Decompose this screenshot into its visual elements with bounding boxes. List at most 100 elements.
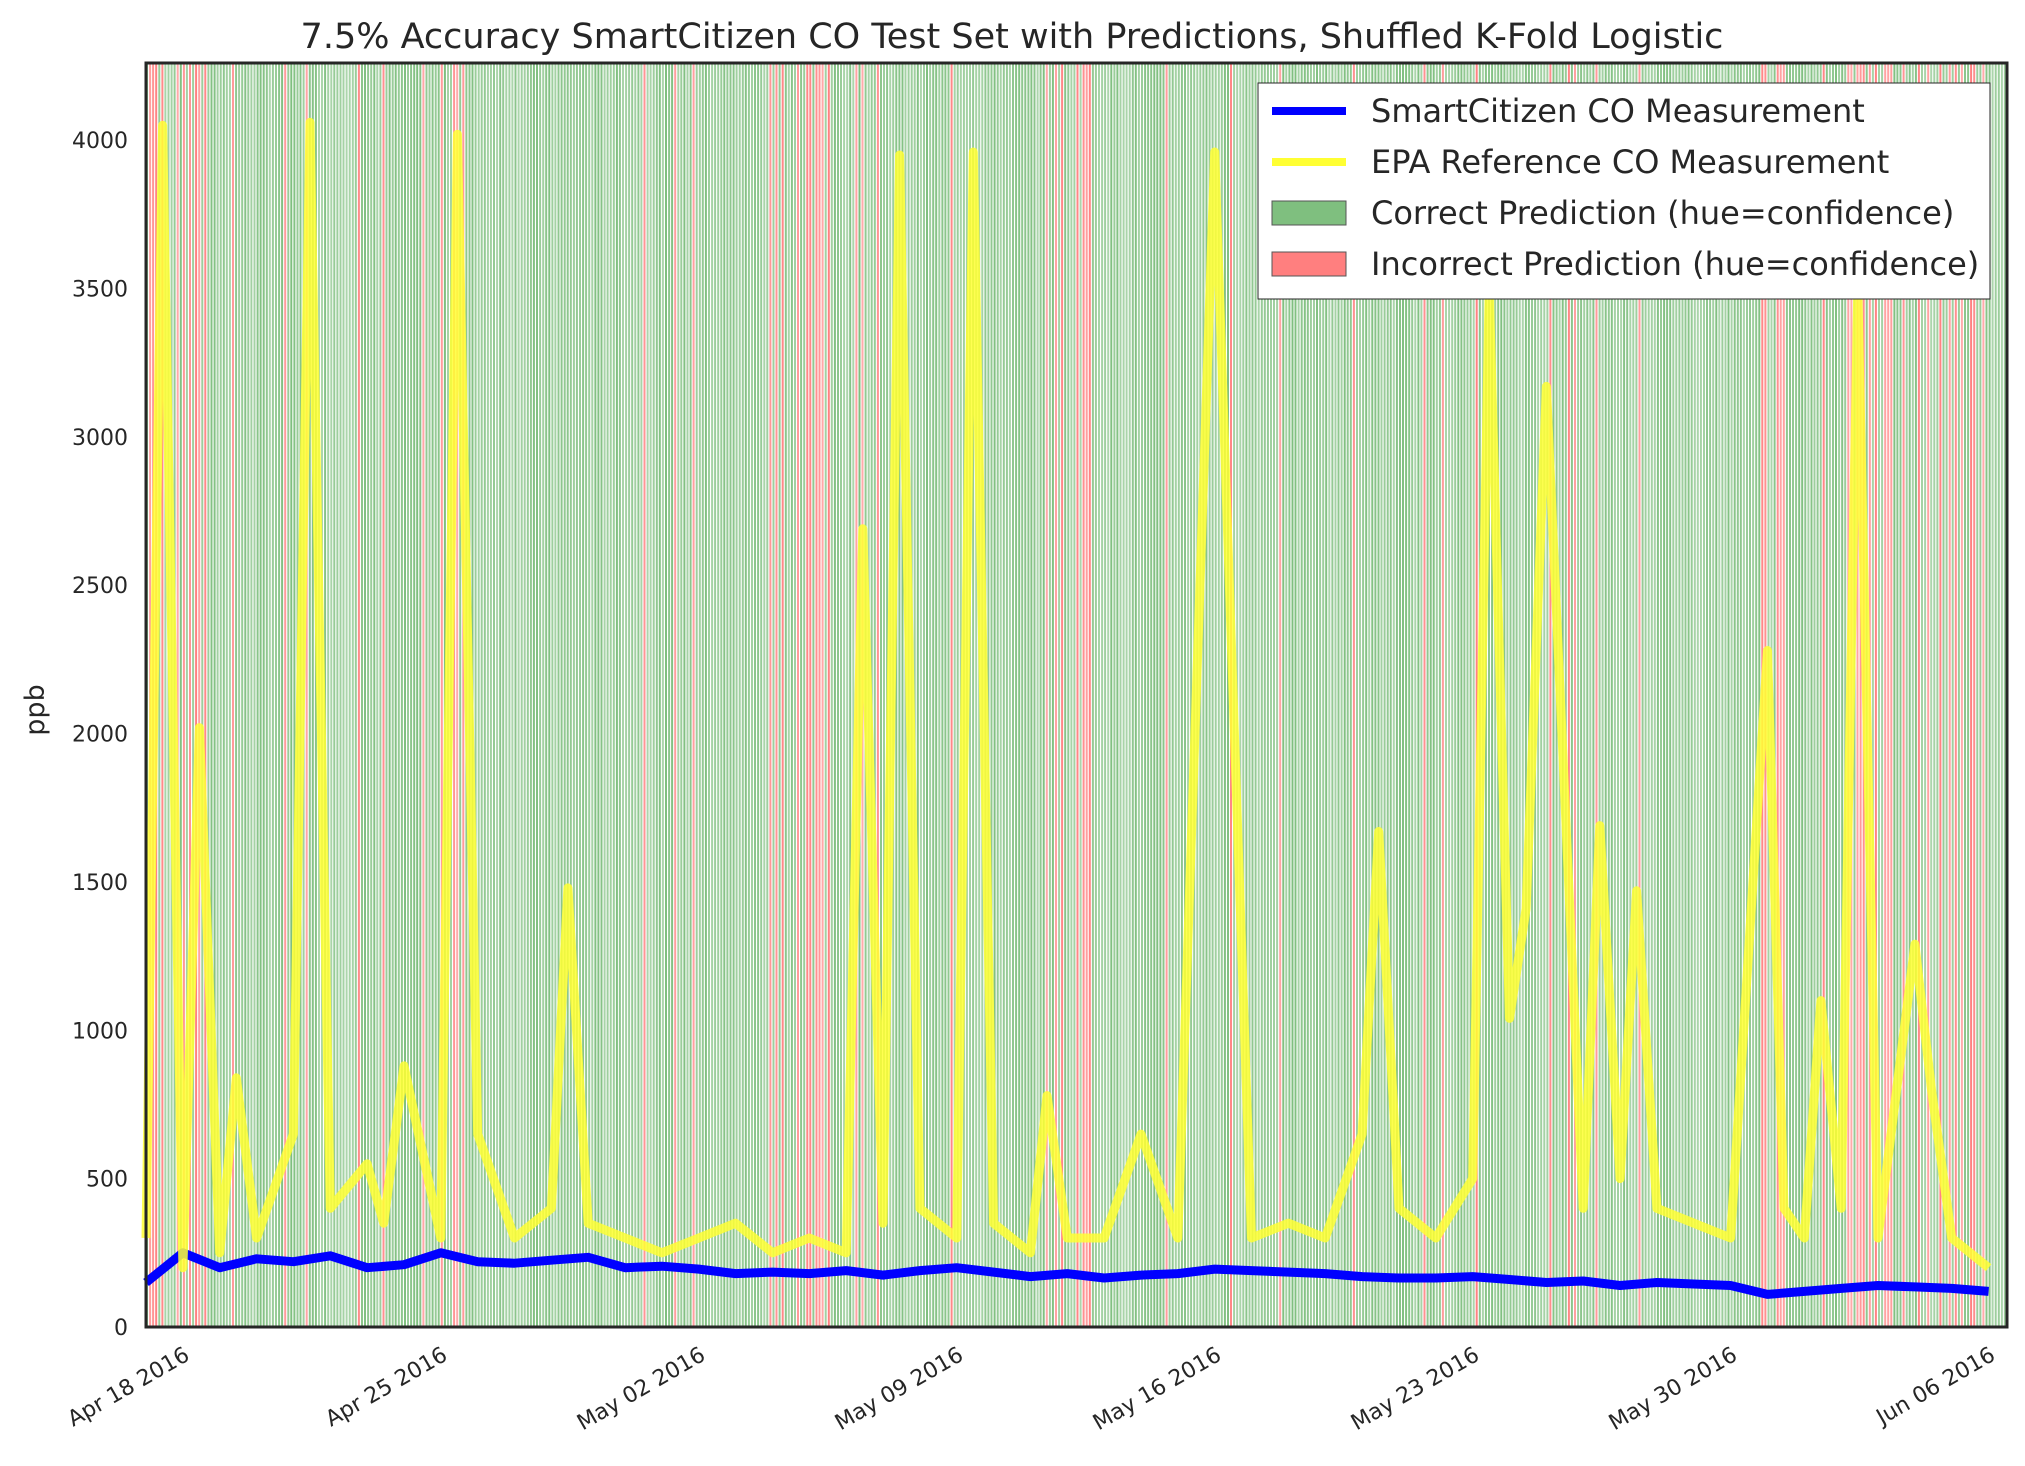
correct-prediction-stripe: [1454, 63, 1457, 1327]
correct-prediction-stripe: [1564, 63, 1567, 1327]
correct-prediction-stripe: [1098, 63, 1100, 1327]
incorrect-prediction-stripe: [382, 63, 385, 1327]
correct-prediction-stripe: [1914, 63, 1917, 1327]
correct-prediction-stripe: [1187, 63, 1190, 1327]
correct-prediction-stripe: [658, 63, 661, 1327]
correct-prediction-stripe: [1736, 63, 1739, 1327]
correct-prediction-stripe: [1211, 63, 1214, 1327]
correct-prediction-stripe: [612, 63, 615, 1327]
y-tick-label: 2500: [72, 574, 128, 599]
correct-prediction-stripe: [1150, 63, 1153, 1327]
correct-prediction-stripe: [1030, 63, 1033, 1327]
correct-prediction-stripe: [1448, 63, 1451, 1327]
epa-series-line: [141, 117, 1992, 1273]
correct-prediction-stripe: [1730, 63, 1733, 1327]
correct-prediction-stripe: [1997, 63, 2000, 1327]
correct-prediction-stripe: [763, 63, 766, 1327]
correct-prediction-stripe: [1214, 63, 1217, 1327]
correct-prediction-stripe: [1426, 63, 1429, 1327]
incorrect-prediction-stripe: [1874, 63, 1877, 1327]
correct-prediction-stripe: [336, 63, 339, 1327]
correct-prediction-stripe: [314, 63, 317, 1327]
correct-prediction-stripe: [588, 63, 591, 1327]
correct-prediction-stripe: [996, 63, 999, 1327]
correct-prediction-stripe: [256, 63, 259, 1327]
correct-prediction-stripe: [812, 63, 815, 1327]
incorrect-prediction-stripe: [453, 63, 456, 1327]
correct-prediction-stripe: [1755, 63, 1758, 1327]
correct-prediction-stripe: [1432, 63, 1435, 1327]
correct-prediction-stripe: [425, 63, 428, 1327]
incorrect-prediction-stripe: [1423, 63, 1426, 1327]
correct-prediction-stripe: [1263, 63, 1266, 1327]
incorrect-prediction-stripe: [806, 63, 809, 1327]
correct-prediction-stripe: [1073, 63, 1076, 1327]
correct-prediction-stripe: [1957, 63, 1960, 1327]
incorrect-prediction-stripe: [1045, 63, 1048, 1327]
plot-frame: [144, 61, 2009, 1329]
correct-prediction-stripe: [1411, 63, 1414, 1327]
correct-prediction-stripe: [351, 63, 354, 1327]
correct-prediction-stripe: [1008, 63, 1011, 1327]
correct-prediction-stripe: [502, 63, 505, 1327]
correct-prediction-stripe: [192, 63, 195, 1327]
correct-prediction-stripe: [311, 63, 314, 1327]
correct-prediction-stripe: [1002, 63, 1005, 1327]
correct-prediction-stripe: [1798, 63, 1801, 1327]
correct-prediction-stripe: [1248, 63, 1251, 1327]
correct-prediction-stripe: [1951, 63, 1954, 1327]
incorrect-prediction-stripe: [182, 63, 185, 1327]
correct-prediction-stripe: [1896, 63, 1899, 1327]
correct-prediction-stripe: [1110, 63, 1113, 1327]
correct-prediction-stripe: [505, 63, 508, 1327]
correct-prediction-stripe: [1810, 63, 1813, 1327]
correct-prediction-stripe: [766, 63, 769, 1327]
correct-prediction-stripe: [532, 63, 535, 1327]
correct-prediction-stripe: [1819, 63, 1822, 1327]
correct-prediction-stripe: [1733, 63, 1736, 1327]
correct-prediction-stripe: [738, 63, 741, 1327]
correct-prediction-stripe: [1325, 63, 1328, 1327]
correct-prediction-stripe: [1583, 63, 1586, 1327]
correct-prediction-stripe: [711, 63, 714, 1327]
correct-prediction-stripe: [1509, 63, 1512, 1327]
correct-prediction-stripe: [597, 63, 600, 1327]
x-tick-label: May 16 2016: [1089, 1343, 1226, 1436]
correct-prediction-stripe: [1337, 63, 1340, 1327]
correct-prediction-stripe: [1524, 63, 1527, 1327]
correct-prediction-stripe: [1527, 63, 1530, 1327]
correct-prediction-stripe: [1908, 63, 1911, 1327]
correct-prediction-stripe: [784, 63, 787, 1327]
correct-prediction-stripe: [1331, 63, 1334, 1327]
y-tick-label: 0: [114, 1316, 128, 1341]
correct-prediction-stripe: [1027, 63, 1030, 1327]
correct-prediction-stripe: [757, 63, 760, 1327]
correct-prediction-stripe: [1291, 63, 1294, 1327]
correct-prediction-stripe: [837, 63, 839, 1327]
correct-prediction-stripe: [1841, 63, 1844, 1327]
incorrect-prediction-stripe: [797, 63, 799, 1327]
correct-prediction-stripe: [579, 63, 581, 1327]
correct-prediction-stripe: [1257, 63, 1260, 1327]
correct-prediction-stripe: [1921, 63, 1923, 1327]
incorrect-prediction-stripe: [1061, 63, 1064, 1327]
correct-prediction-stripe: [514, 63, 517, 1327]
correct-prediction-stripe: [477, 63, 480, 1327]
incorrect-prediction-stripe: [198, 63, 201, 1327]
incorrect-prediction-stripe: [1779, 63, 1782, 1327]
incorrect-prediction-stripe: [204, 63, 207, 1327]
correct-prediction-stripe: [566, 63, 569, 1327]
correct-prediction-stripe: [281, 63, 284, 1327]
correct-prediction-stripe: [1893, 63, 1896, 1327]
correct-prediction-stripe: [794, 63, 796, 1327]
correct-prediction-stripe: [185, 63, 188, 1327]
correct-prediction-stripe: [873, 63, 876, 1327]
correct-prediction-stripe: [1067, 63, 1070, 1327]
legend: SmartCitizen CO Measurement EPA Reference…: [1257, 82, 1991, 300]
correct-prediction-stripe: [883, 63, 885, 1327]
correct-prediction-stripe: [1389, 63, 1392, 1327]
correct-prediction-stripe: [1144, 63, 1147, 1327]
correct-prediction-stripe: [1340, 63, 1343, 1327]
correct-prediction-stripe: [394, 63, 397, 1327]
correct-prediction-stripe: [388, 63, 391, 1327]
